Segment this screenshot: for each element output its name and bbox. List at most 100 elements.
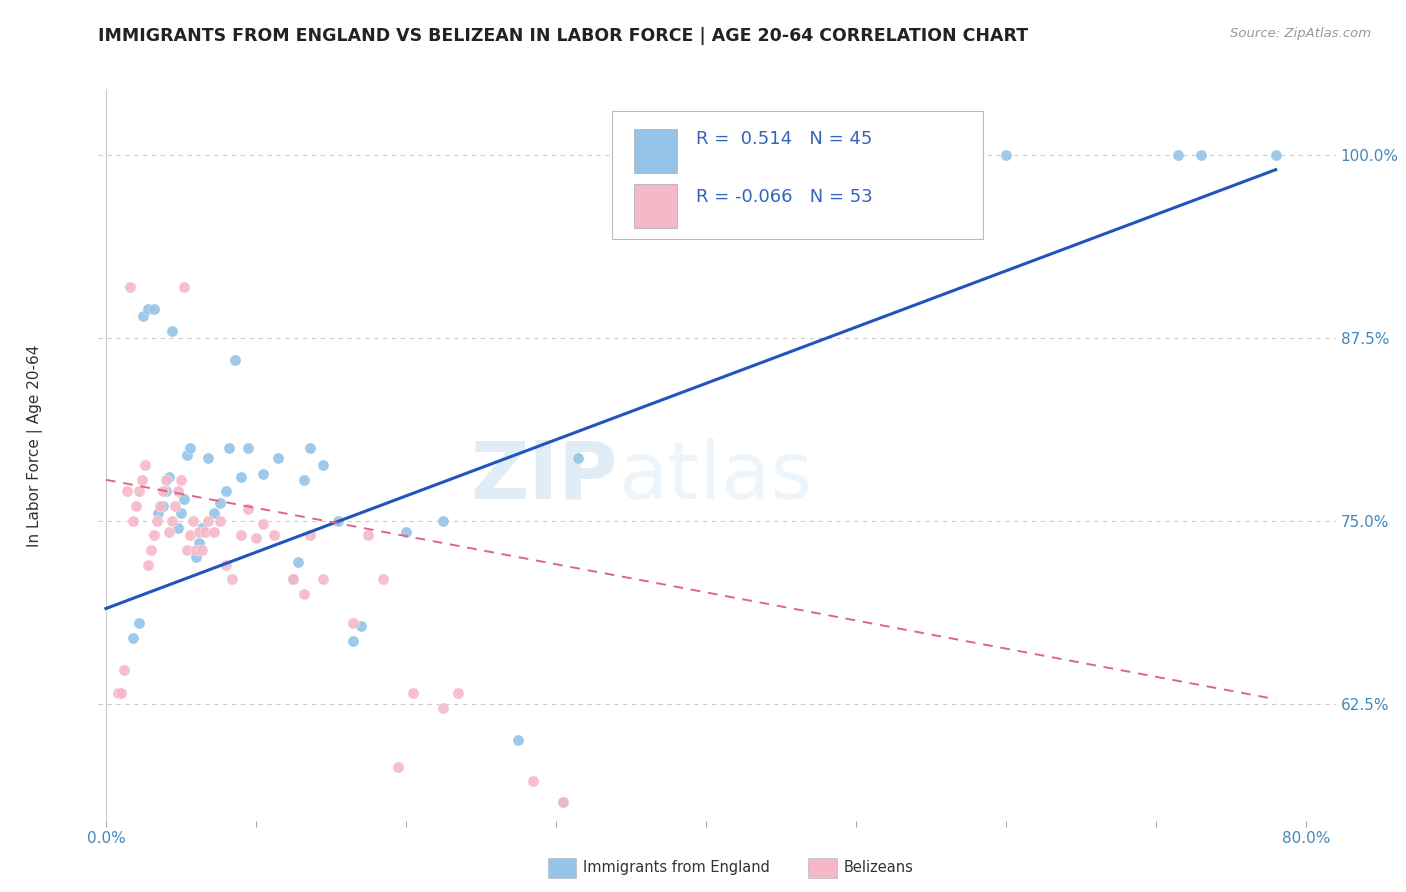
- Point: [432, 514, 454, 528]
- Point: [187, 535, 209, 549]
- Text: R = -0.066   N = 53: R = -0.066 N = 53: [696, 188, 873, 206]
- Point: [155, 484, 177, 499]
- Point: [553, 795, 575, 809]
- Point: [238, 441, 260, 455]
- Point: [160, 514, 183, 528]
- Point: [567, 450, 589, 465]
- Point: [122, 514, 145, 528]
- Point: [155, 473, 177, 487]
- Point: [134, 458, 156, 472]
- Point: [179, 528, 201, 542]
- Point: [173, 491, 195, 506]
- Point: [122, 631, 145, 645]
- Point: [283, 572, 305, 586]
- Point: [184, 543, 207, 558]
- Point: [191, 521, 214, 535]
- Point: [170, 507, 193, 521]
- Point: [221, 572, 243, 586]
- Point: [402, 686, 425, 700]
- Point: [167, 484, 190, 499]
- Point: [395, 525, 418, 540]
- Text: Belizeans: Belizeans: [844, 860, 914, 874]
- Point: [142, 301, 165, 316]
- Point: [447, 686, 470, 700]
- Point: [107, 686, 129, 700]
- Point: [298, 528, 321, 542]
- FancyBboxPatch shape: [634, 185, 678, 228]
- Point: [197, 450, 219, 465]
- Point: [298, 441, 321, 455]
- Text: IMMIGRANTS FROM ENGLAND VS BELIZEAN IN LABOR FORCE | AGE 20-64 CORRELATION CHART: IMMIGRANTS FROM ENGLAND VS BELIZEAN IN L…: [98, 27, 1029, 45]
- Point: [112, 663, 135, 677]
- Text: atlas: atlas: [619, 438, 813, 516]
- Point: [163, 499, 186, 513]
- Point: [191, 543, 214, 558]
- Point: [202, 507, 225, 521]
- Point: [218, 441, 240, 455]
- Point: [132, 309, 155, 323]
- Point: [215, 484, 238, 499]
- Point: [160, 324, 183, 338]
- Point: [157, 470, 180, 484]
- Point: [263, 528, 285, 542]
- Point: [432, 701, 454, 715]
- Point: [312, 572, 335, 586]
- Point: [170, 473, 193, 487]
- Point: [508, 733, 530, 747]
- Text: In Labor Force | Age 20-64: In Labor Force | Age 20-64: [27, 345, 44, 547]
- Point: [292, 473, 315, 487]
- Point: [292, 587, 315, 601]
- Point: [312, 458, 335, 472]
- Text: ZIP: ZIP: [471, 438, 619, 516]
- Point: [149, 499, 172, 513]
- Point: [215, 558, 238, 572]
- Text: Source: ZipAtlas.com: Source: ZipAtlas.com: [1230, 27, 1371, 40]
- Point: [994, 148, 1017, 162]
- Point: [342, 616, 364, 631]
- Point: [179, 441, 201, 455]
- FancyBboxPatch shape: [612, 112, 983, 239]
- Point: [128, 484, 150, 499]
- Text: Immigrants from England: Immigrants from England: [583, 860, 770, 874]
- Point: [187, 525, 209, 540]
- Point: [387, 759, 409, 773]
- Point: [229, 470, 252, 484]
- Point: [118, 279, 141, 293]
- Point: [115, 484, 138, 499]
- Point: [553, 795, 575, 809]
- Point: [197, 514, 219, 528]
- Point: [110, 686, 132, 700]
- Point: [128, 616, 150, 631]
- Point: [194, 525, 217, 540]
- Point: [238, 502, 260, 516]
- Point: [139, 543, 162, 558]
- Point: [357, 528, 380, 542]
- Point: [136, 301, 159, 316]
- Point: [136, 558, 159, 572]
- Point: [176, 448, 198, 462]
- Point: [224, 352, 246, 367]
- Point: [373, 572, 395, 586]
- Point: [350, 619, 373, 633]
- Point: [1189, 148, 1212, 162]
- Point: [146, 514, 169, 528]
- Point: [181, 514, 204, 528]
- Point: [245, 531, 267, 545]
- Point: [283, 572, 305, 586]
- Point: [287, 555, 309, 569]
- Point: [328, 514, 350, 528]
- Point: [125, 499, 148, 513]
- Point: [267, 450, 290, 465]
- Point: [1167, 148, 1189, 162]
- Point: [142, 528, 165, 542]
- Point: [522, 774, 544, 789]
- Point: [229, 528, 252, 542]
- Point: [252, 467, 274, 481]
- FancyBboxPatch shape: [634, 129, 678, 173]
- Point: [167, 521, 190, 535]
- Point: [152, 499, 174, 513]
- Point: [173, 279, 195, 293]
- Point: [252, 516, 274, 531]
- Point: [148, 507, 170, 521]
- Point: [202, 525, 225, 540]
